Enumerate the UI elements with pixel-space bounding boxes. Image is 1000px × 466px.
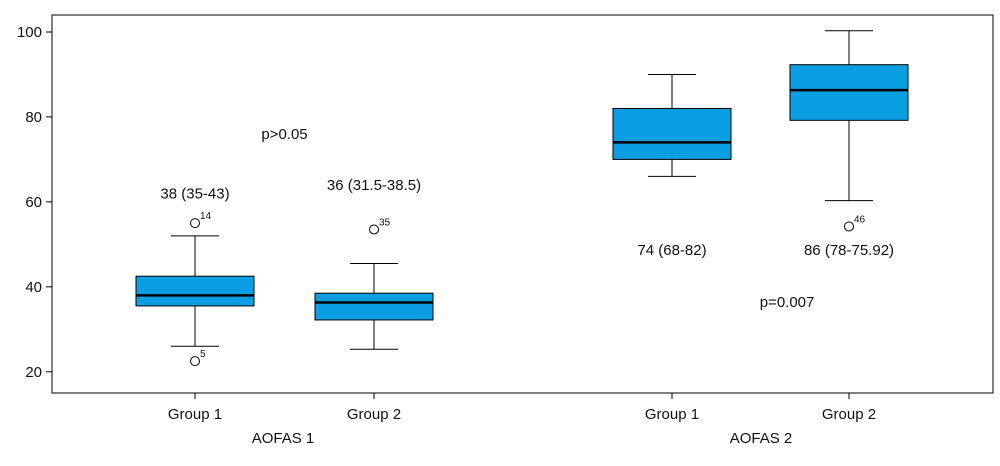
annotation-label: 74 (68-82) [637,242,706,259]
outlier-point [844,221,854,232]
annotation-label: p=0.007 [760,294,815,311]
annotation-label: 86 (78-75.92) [804,242,894,259]
y-tick-label: 60 [25,194,42,211]
x-group-label: AOFAS 1 [252,430,315,447]
annotation-label: 36 (31.5-38.5) [327,177,421,194]
outlier-label: 14 [200,211,212,222]
outlier-label: 35 [379,217,391,228]
annotation-label: p>0.05 [261,126,307,143]
box-iqr [612,107,732,160]
outlier-point [190,218,200,229]
x-category-label: Group 1 [168,406,222,423]
y-tick-label: 20 [25,364,42,381]
x-category-label: Group 1 [645,406,699,423]
y-tick-label: 80 [25,109,42,126]
box-iqr [135,275,255,307]
outlier-label: 5 [200,349,206,360]
annotation-label: 38 (35-43) [160,185,229,202]
y-tick-label: 40 [25,279,42,296]
box-iqr [314,292,434,321]
y-tick-label: 100 [17,24,42,41]
x-category-label: Group 2 [822,406,876,423]
outlier-label: 46 [854,215,866,226]
outlier-point [369,224,379,235]
outlier-point [190,356,200,367]
x-group-label: AOFAS 2 [730,430,793,447]
plot-frame [51,14,994,394]
x-category-label: Group 2 [347,406,401,423]
box-iqr [789,64,909,121]
